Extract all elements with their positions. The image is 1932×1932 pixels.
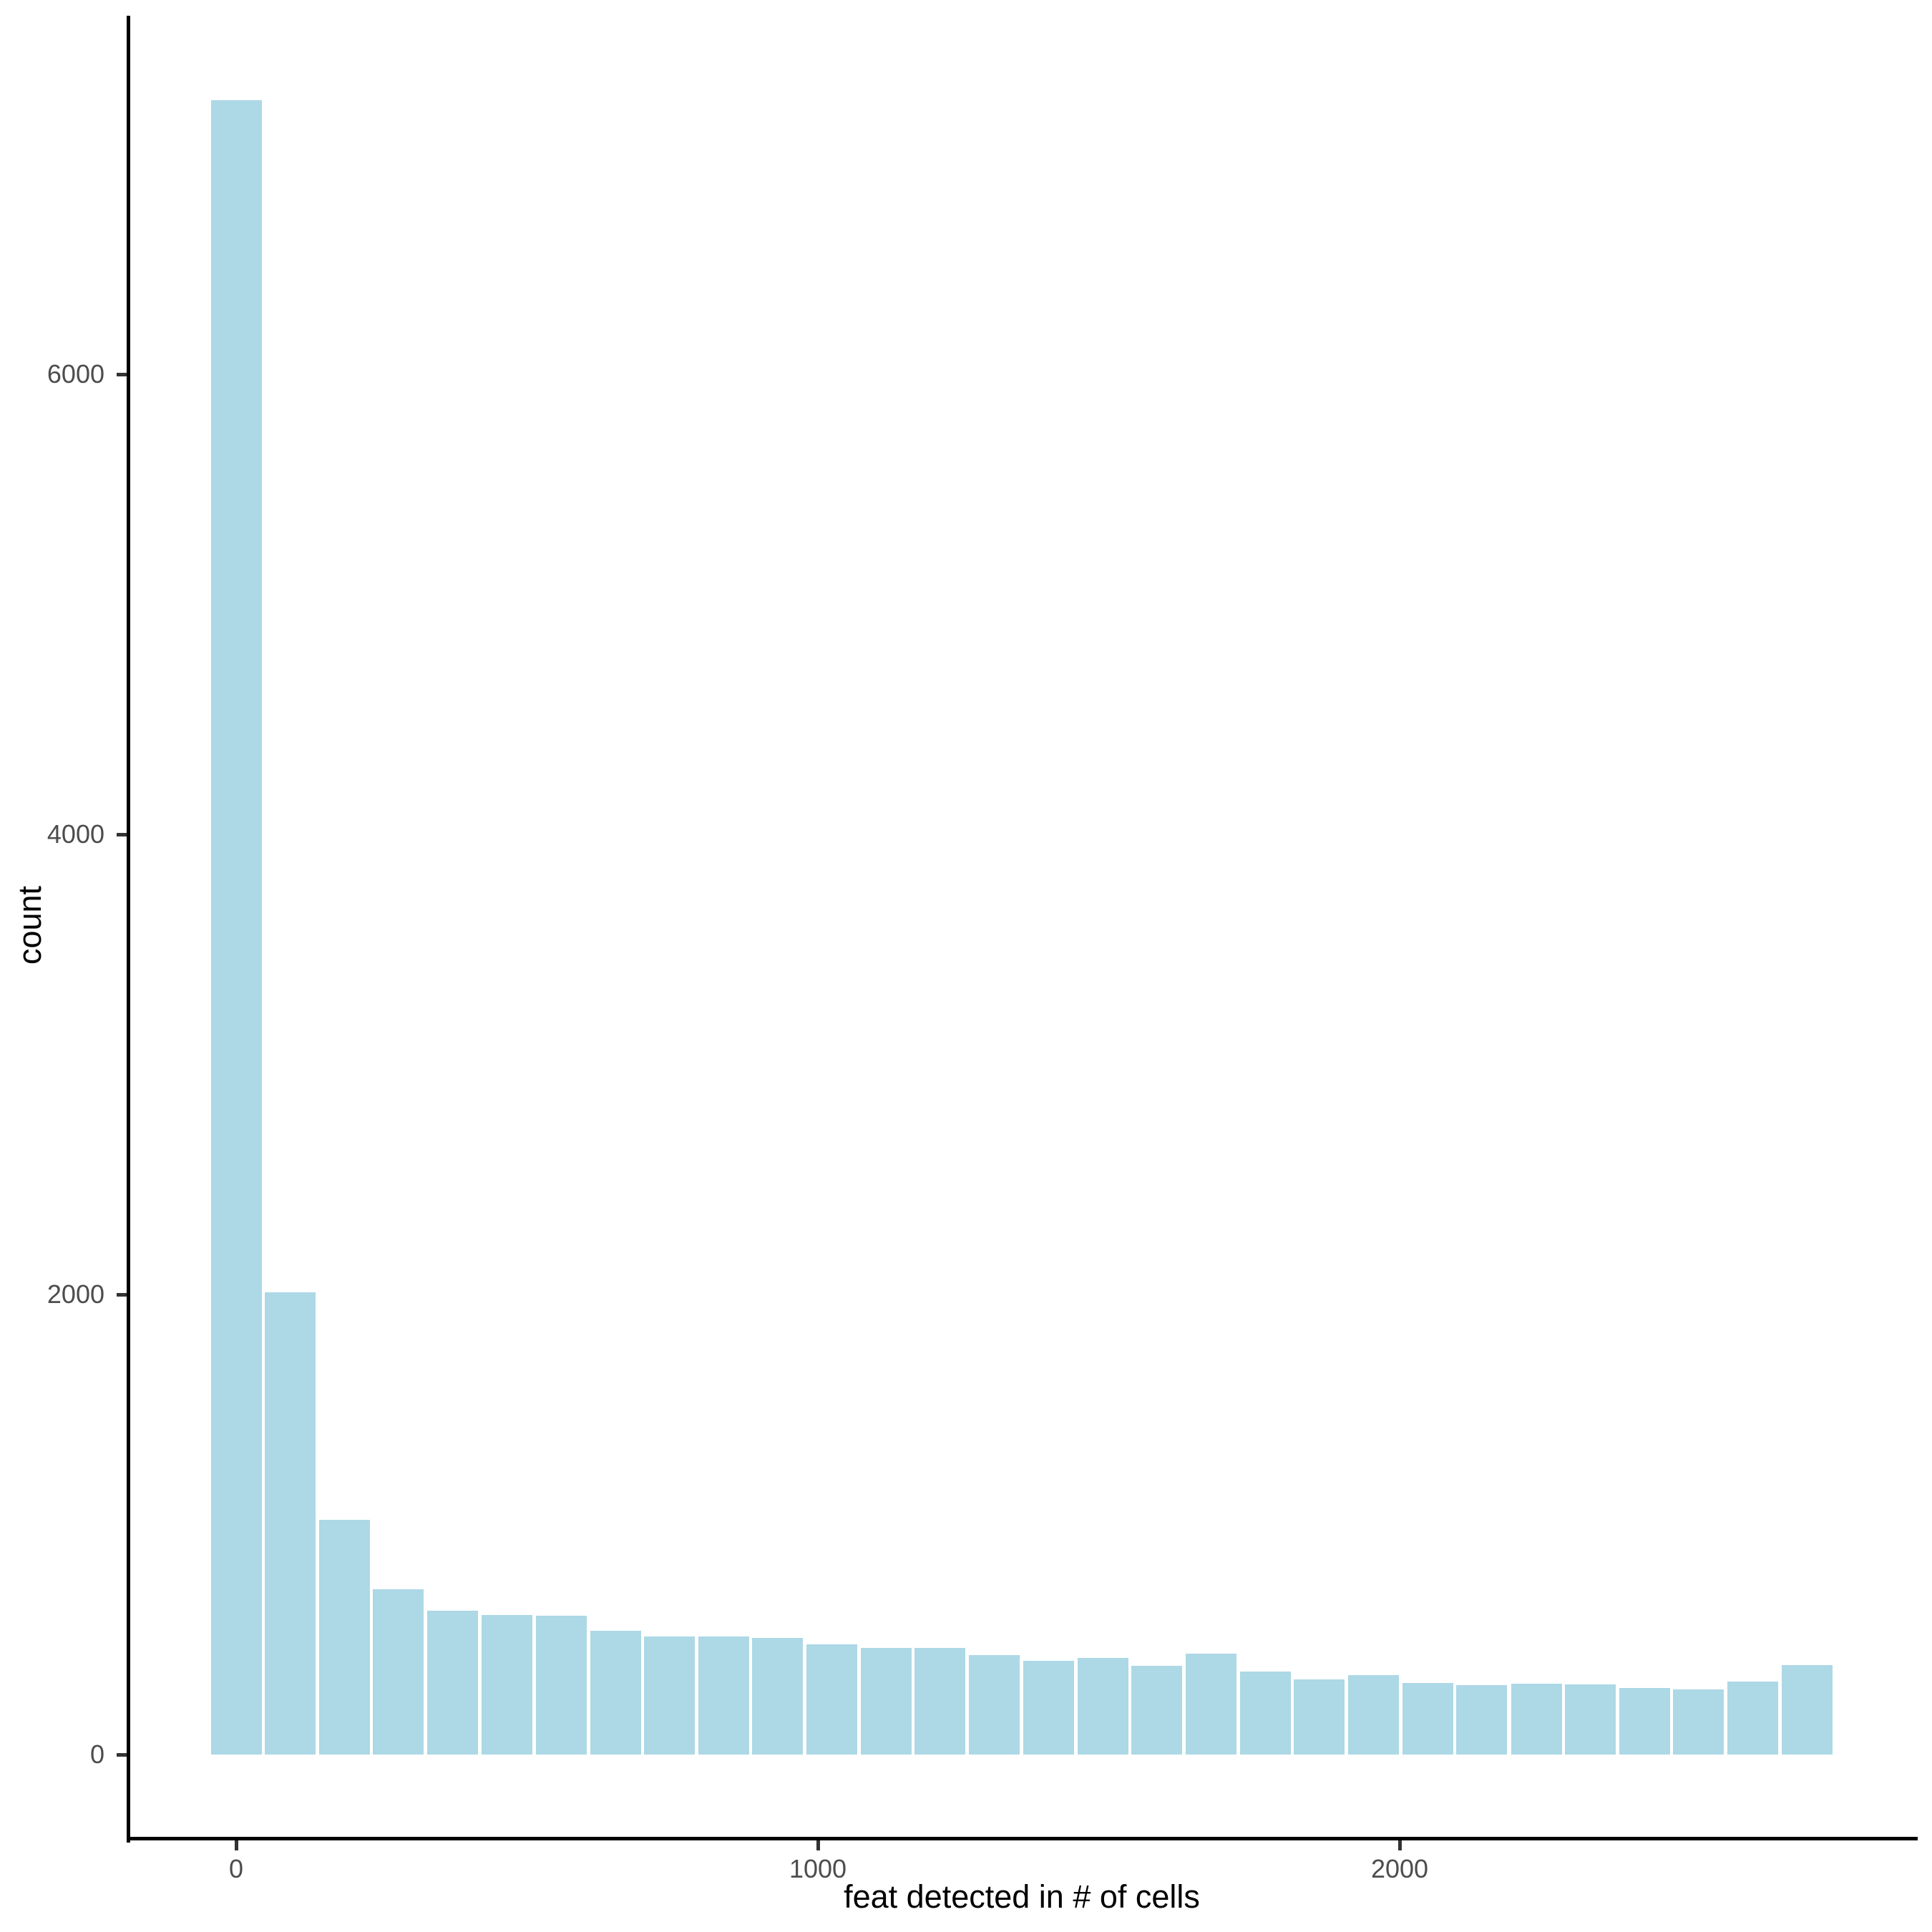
- y-tick-label: 2000: [47, 1279, 104, 1309]
- histogram-bar: [373, 1589, 424, 1755]
- histogram-bar: [210, 100, 262, 1755]
- histogram-bar: [1565, 1684, 1616, 1755]
- x-axis-line: [127, 1837, 1918, 1840]
- histogram-bar: [1186, 1653, 1237, 1755]
- x-tick-label: 2000: [1370, 1854, 1429, 1883]
- x-tick-label: 1000: [789, 1854, 847, 1883]
- histogram-bar: [1347, 1675, 1399, 1755]
- histogram-bar: [860, 1648, 912, 1755]
- histogram-bar: [535, 1616, 587, 1755]
- histogram-bar: [1727, 1682, 1778, 1755]
- histogram-bar: [644, 1636, 696, 1755]
- histogram-bar: [318, 1520, 370, 1755]
- y-axis-line: [127, 16, 130, 1843]
- histogram-bar: [806, 1644, 857, 1755]
- histogram-bar: [265, 1292, 316, 1755]
- x-tick-mark: [816, 1840, 820, 1850]
- histogram-bar: [698, 1636, 749, 1755]
- x-tick-mark: [1398, 1840, 1402, 1850]
- histogram-bar: [1294, 1679, 1345, 1755]
- x-tick-mark: [235, 1840, 238, 1850]
- y-tick-mark: [117, 1293, 127, 1297]
- histogram-bar: [1673, 1689, 1724, 1755]
- x-axis-title: feat detected in # of cells: [844, 1878, 1200, 1915]
- y-tick-label: 0: [89, 1740, 104, 1769]
- y-tick-label: 4000: [47, 819, 104, 849]
- histogram-bar: [426, 1611, 478, 1755]
- histogram-bar: [1023, 1661, 1075, 1755]
- histogram-bar: [1456, 1684, 1508, 1755]
- histogram-bar: [1077, 1657, 1128, 1755]
- histogram-bar: [1781, 1664, 1833, 1755]
- histogram-bar: [968, 1655, 1020, 1755]
- y-tick-label: 6000: [47, 359, 104, 389]
- histogram-bar: [1511, 1683, 1562, 1755]
- histogram-bar: [482, 1614, 533, 1755]
- x-tick-label: 0: [228, 1854, 244, 1883]
- histogram-bar: [752, 1637, 804, 1755]
- y-tick-mark: [117, 833, 127, 836]
- y-tick-mark: [117, 373, 127, 376]
- y-axis-title: count: [11, 885, 48, 965]
- histogram-bar: [1131, 1665, 1183, 1755]
- histogram-bar: [1619, 1688, 1670, 1755]
- histogram-bar: [1239, 1671, 1291, 1755]
- y-tick-mark: [117, 1753, 127, 1757]
- histogram-bar: [1402, 1683, 1453, 1755]
- histogram-bar: [590, 1631, 641, 1755]
- histogram-bar: [914, 1648, 966, 1755]
